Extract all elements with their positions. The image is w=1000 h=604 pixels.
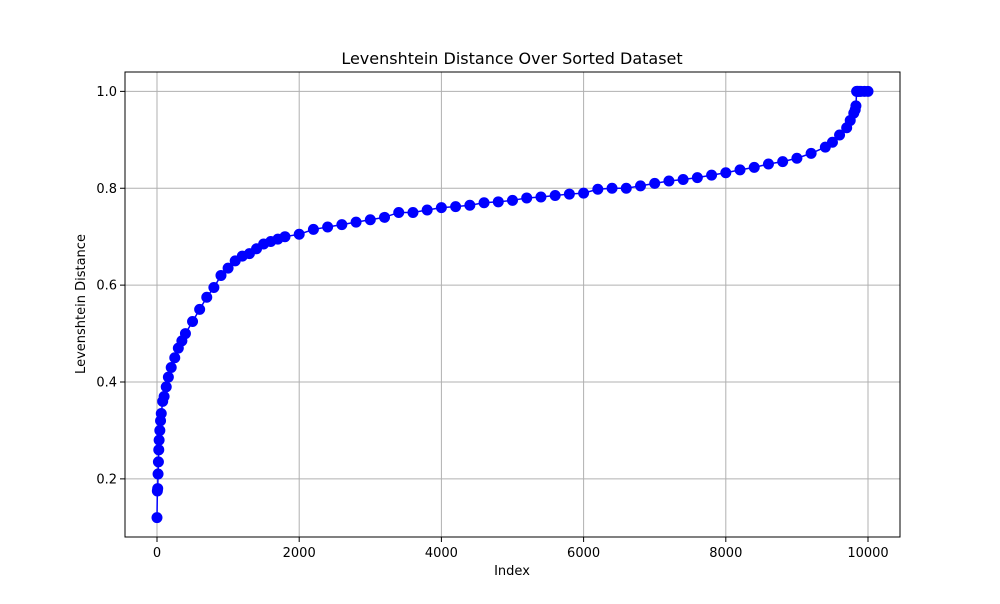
data-point <box>691 172 703 184</box>
data-point <box>153 434 165 446</box>
data-point <box>478 197 490 209</box>
data-point <box>805 147 817 159</box>
data-point <box>563 188 575 200</box>
data-point <box>165 361 177 373</box>
data-point <box>322 221 334 233</box>
data-point <box>677 174 689 186</box>
data-point <box>208 282 220 294</box>
data-point <box>706 169 718 181</box>
data-point <box>620 182 632 194</box>
x-tick-label: 0 <box>153 546 161 561</box>
data-point <box>350 216 362 228</box>
data-point <box>222 262 234 274</box>
data-point <box>152 468 164 480</box>
x-tick-label: 8000 <box>709 546 742 561</box>
data-point <box>279 231 291 243</box>
data-point <box>152 483 164 495</box>
data-point <box>734 164 746 176</box>
data-layer <box>151 85 874 524</box>
data-point <box>153 444 165 456</box>
data-point <box>492 196 504 208</box>
grid-layer <box>125 72 900 537</box>
data-point <box>407 206 419 218</box>
data-point <box>720 167 732 179</box>
tick-layer: 0 2000 4000 6000 8000 10000 0.2 0.4 0.6 0.8 1.0 <box>96 85 888 561</box>
data-point <box>578 187 590 199</box>
chart-title: Levenshtein Distance Over Sorted Dataset <box>341 49 682 68</box>
y-tick-label: 0.8 <box>96 182 117 197</box>
data-point <box>791 152 803 164</box>
data-point <box>464 199 476 211</box>
data-point <box>187 315 199 327</box>
data-point <box>663 175 675 187</box>
data-point <box>152 456 164 468</box>
x-tick-label: 10000 <box>847 546 888 561</box>
plot-frame <box>124 71 901 538</box>
data-point <box>194 303 206 315</box>
y-tick-label: 0.6 <box>96 279 117 294</box>
data-point <box>435 202 447 214</box>
x-tick-label: 2000 <box>283 546 316 561</box>
y-tick-label: 1.0 <box>96 85 117 100</box>
x-tick-label: 4000 <box>425 546 458 561</box>
data-point <box>364 214 376 226</box>
data-point <box>151 512 163 524</box>
data-point <box>179 328 191 340</box>
data-point <box>535 191 547 203</box>
data-point <box>379 211 391 223</box>
data-point <box>521 192 533 204</box>
data-point <box>215 269 227 281</box>
data-point <box>649 177 661 189</box>
data-point <box>850 100 862 112</box>
data-point <box>834 129 846 141</box>
data-point <box>158 391 170 403</box>
data-point <box>160 381 172 393</box>
data-point <box>162 371 174 383</box>
data-point <box>826 136 838 148</box>
data-point <box>762 158 774 170</box>
y-tick-label: 0.2 <box>96 472 117 487</box>
data-point <box>421 204 433 216</box>
data-point <box>293 228 305 240</box>
data-point <box>307 223 319 235</box>
data-point <box>748 161 760 173</box>
data-point <box>154 424 166 436</box>
data-point <box>393 206 405 218</box>
data-point <box>507 194 518 206</box>
data-point <box>634 180 646 192</box>
data-point <box>777 156 789 168</box>
y-tick-label: 0.4 <box>96 376 117 391</box>
data-point <box>606 182 618 194</box>
y-axis-label: Levenshtein Distance <box>74 234 89 374</box>
data-point <box>592 183 604 195</box>
data-point <box>336 219 348 231</box>
x-axis-label: Index <box>494 564 530 579</box>
data-point <box>169 352 181 364</box>
x-tick-label: 6000 <box>567 546 600 561</box>
data-point <box>450 201 462 213</box>
data-point <box>155 407 167 419</box>
data-point <box>549 190 561 202</box>
data-point <box>201 291 213 303</box>
data-point <box>862 85 874 97</box>
